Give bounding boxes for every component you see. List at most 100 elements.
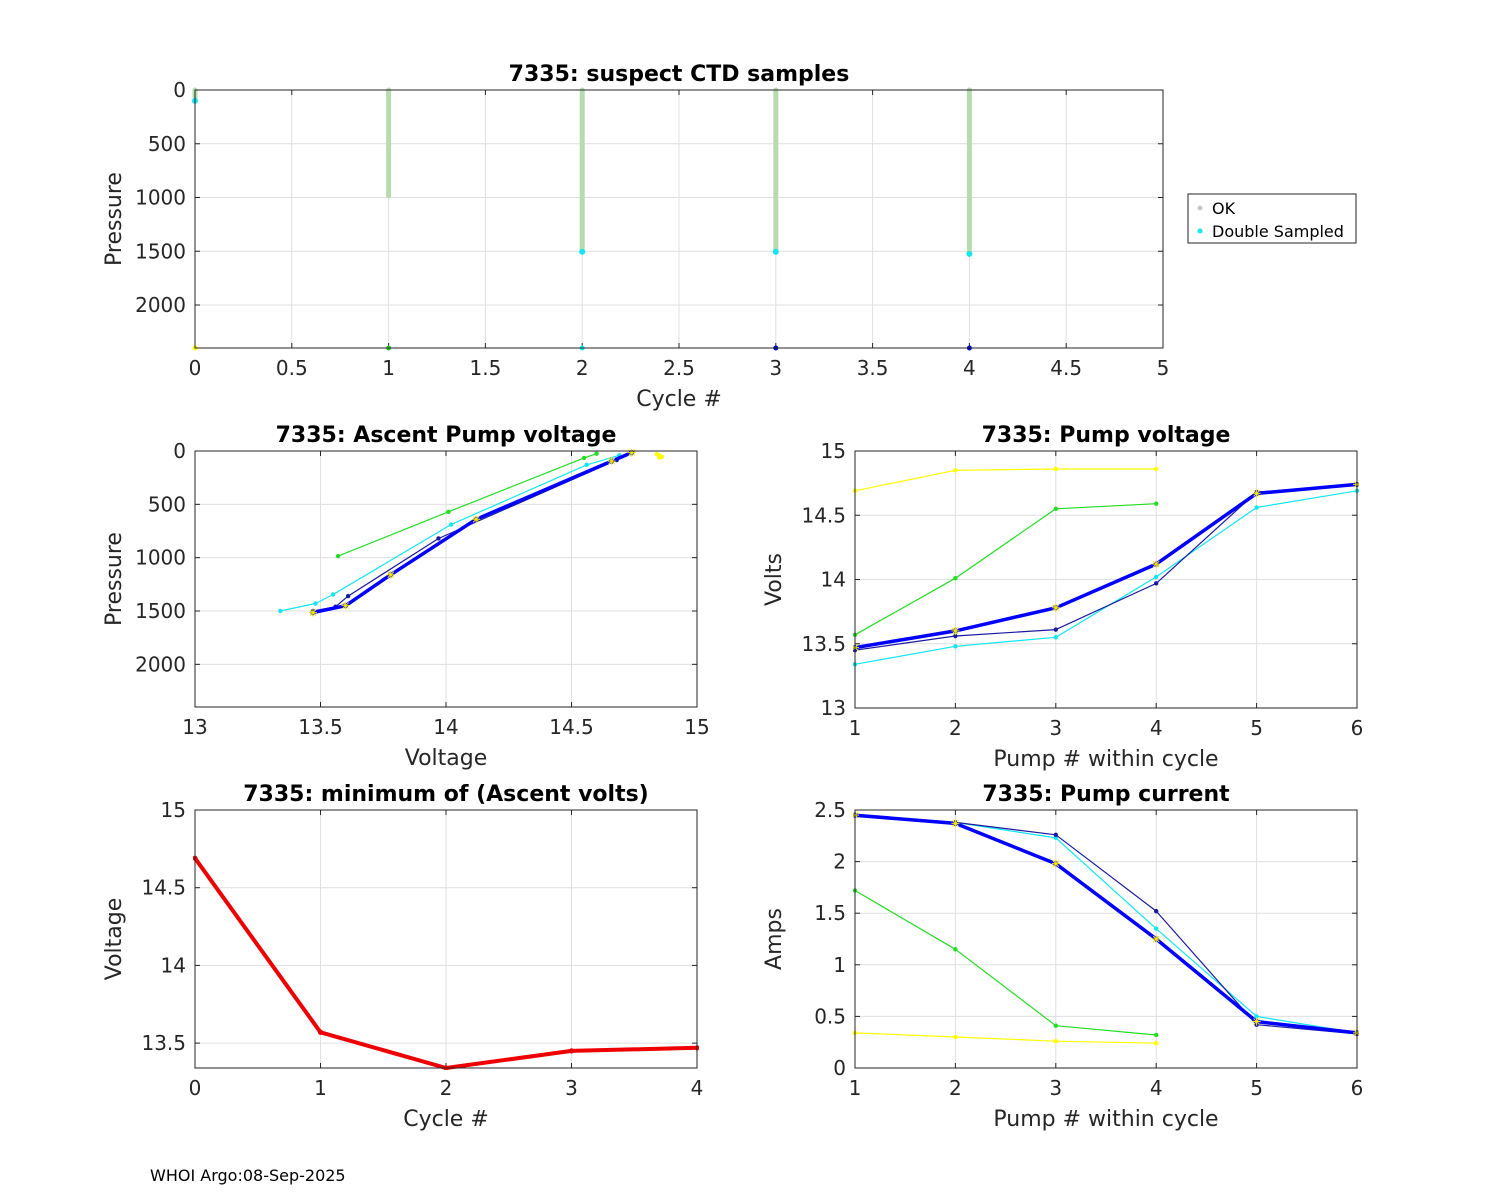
pumpvolt-ytick-label-1: 13.5: [801, 632, 846, 656]
pumpcurrent-ytick-label-3: 1.5: [814, 901, 846, 925]
minvolt-xtick-label-2: 2: [440, 1076, 453, 1100]
ascent-series-2-point-0: [278, 608, 283, 614]
pumpvolt-series-1-point-3: [1154, 501, 1159, 506]
pumpcurrent-series-0-point-2: [1053, 1038, 1059, 1044]
pumpcurrent-series-1-point-2: [1053, 1023, 1059, 1028]
ascent-series-2: [280, 454, 620, 612]
suspect-xtick-label-7: 3.5: [857, 356, 889, 380]
pumpvolt-series-2-point-2: [1053, 635, 1059, 640]
pumpcurrent-series-0-point-1: [953, 1034, 958, 1040]
pumpvolt-series-4-star-4: [1252, 489, 1261, 498]
pumpcurrent-series-1: [854, 889, 1157, 1036]
pumpvolt-xtick-label-4: 5: [1250, 716, 1263, 740]
pumpvolt-axes: 1 2 3 4 5 6 13 13.5 14 14.5 15 7335: Pump voltage Pu…: [762, 423, 1363, 772]
pumpvolt-xtick-label-0: 1: [849, 716, 862, 740]
pumpcurrent-ylabel: Amps: [762, 908, 787, 970]
ascent-ylabel: Pressure: [102, 532, 127, 626]
ascent-series-1: [337, 453, 597, 557]
suspect-frame: [194, 89, 1164, 349]
ascent-series-3-point-3: [436, 536, 441, 541]
double-sampled-point-1: [579, 248, 586, 255]
suspect-legend: OK Double Sampled: [1187, 193, 1357, 244]
ascent-xtick-label-0: 13: [182, 715, 207, 739]
minvolt-xtick-label-3: 3: [565, 1076, 578, 1100]
ascent-series-group: [278, 449, 665, 617]
pumpcurrent-plot-area: [855, 810, 1357, 1068]
pumpvolt-series-2-point-4: [1254, 505, 1259, 510]
ascent-xtick-label-1: 13.5: [298, 715, 343, 739]
pumpcurrent-axes: 1 2 3 4 5 6 0 0.5 1 1.5 2 2.5 7335: Pump current Pump…: [762, 782, 1363, 1132]
suspect-ytick-label-1: 500: [148, 132, 186, 156]
minvolt-xlabel: Cycle #: [403, 1107, 489, 1132]
pumpvolt-xtick-label-2: 3: [1049, 716, 1062, 740]
ascent-series-2-point-1: [313, 601, 318, 606]
ascent-title: 7335: Ascent Pump voltage: [276, 423, 617, 448]
pumpcurrent-series-4: [854, 813, 1358, 1035]
pumpcurrent-xtick-label-2: 3: [1049, 1076, 1062, 1100]
pumpvolt-ytick-label-2: 14: [821, 568, 846, 592]
pumpvolt-series-2-point-3: [1154, 574, 1159, 580]
ascent-series-1-point-0: [335, 553, 341, 559]
pumpvolt-series-0-point-2: [1053, 466, 1059, 472]
pumpcurrent-ytick-label-1: 0.5: [814, 1004, 846, 1028]
pumpvolt-xtick-label-3: 4: [1150, 716, 1163, 740]
ascent-series-4-star-1: [341, 601, 350, 610]
ascent-series-4-star-0: [308, 608, 317, 617]
pumpcurrent-xtick-label-3: 4: [1150, 1076, 1163, 1100]
ascent-series-4-star-2: [386, 570, 395, 579]
ascent-axes: 13 13.5 14 14.5 15 0 500 1000 1500 2000 7335: Asce…: [102, 423, 710, 771]
pumpvolt-title: 7335: Pump voltage: [982, 423, 1231, 448]
pumpvolt-series-1: [854, 503, 1157, 636]
ascent-series-1-point-3: [594, 451, 599, 456]
pumpvolt-series-4: [854, 482, 1358, 650]
ascent-xtick-label-2: 14: [433, 715, 458, 739]
suspect-xtick-label-8: 4: [963, 356, 976, 380]
pumpvolt-series-3-point-2: [1053, 627, 1059, 632]
pumpcurrent-series-3-point-2: [1053, 832, 1059, 837]
pumpcurrent-series-1-point-3: [1154, 1032, 1159, 1038]
footer-label: WHOI Argo:08-Sep-2025: [150, 1166, 346, 1185]
pumpcurrent-title: 7335: Pump current: [982, 782, 1230, 807]
pumpcurrent-ytick-label-4: 2: [833, 850, 846, 874]
minvolt-ytick-label-3: 15: [161, 798, 186, 822]
pumpcurrent-series-4-star-3: [1152, 935, 1161, 943]
ascent-ytick-label-3: 1500: [135, 599, 186, 623]
legend-marker-0: [1197, 205, 1203, 211]
minvolt-series-0-point-1: [317, 1029, 324, 1035]
suspect-axes: 0 0.5 1 1.5 2 2.5 3 3.5 4 4.5 5 0 500 1000 1500 2000 733…: [102, 62, 1169, 412]
suspect-xlabel: Cycle #: [636, 387, 722, 412]
pumpcurrent-ytick-label-5: 2.5: [814, 798, 846, 822]
pumpvolt-series-4-star-3: [1152, 560, 1161, 569]
ascent-xlabel: Voltage: [405, 746, 488, 771]
pumpvolt-xlabel: Pump # within cycle: [993, 747, 1218, 772]
ascent-frame: [194, 450, 698, 708]
pumpcurrent-series-2-point-3: [1154, 926, 1159, 931]
pumpvolt-xtick-label-5: 6: [1351, 716, 1364, 740]
double-sampled-point-3: [966, 250, 973, 257]
suspect-xtick-label-4: 2: [576, 356, 589, 380]
pumpvolt-ylabel: Volts: [762, 553, 787, 606]
suspect-ytick-label-2: 1000: [135, 186, 186, 210]
suspect-xtick-label-10: 5: [1157, 356, 1170, 380]
pumpvolt-series-0-point-3: [1154, 466, 1159, 472]
pumpcurrent-series-0: [854, 1032, 1157, 1044]
ascent-series-0-point-3: [657, 455, 662, 460]
minvolt-series-0-point-3: [568, 1048, 575, 1054]
suspect-xtick-label-2: 1: [382, 356, 395, 380]
pumpcurrent-xlabel: Pump # within cycle: [993, 1107, 1218, 1132]
ascent-series-4-star-4: [607, 457, 616, 466]
pumpvolt-frame: [854, 450, 1358, 709]
pumpcurrent-series-2-point-4: [1254, 1014, 1259, 1019]
pumpvolt-series-0-point-1: [953, 468, 958, 473]
ascent-series-4-star-5: [627, 449, 636, 457]
minvolt-frame: [194, 809, 698, 1069]
pumpvolt-series-1-point-1: [953, 576, 958, 581]
pumpcurrent-xtick-label-1: 2: [949, 1076, 962, 1100]
suspect-xtick-label-0: 0: [189, 356, 202, 380]
minvolt-xtick-label-0: 0: [189, 1076, 202, 1100]
minvolt-ylabel: Voltage: [102, 898, 127, 981]
pumpvolt-ytick-label-3: 14.5: [801, 503, 846, 527]
ascent-ytick-label-2: 1000: [135, 546, 186, 570]
ascent-xtick-label-4: 15: [684, 715, 709, 739]
pumpvolt-ytick-label-4: 15: [821, 439, 846, 463]
